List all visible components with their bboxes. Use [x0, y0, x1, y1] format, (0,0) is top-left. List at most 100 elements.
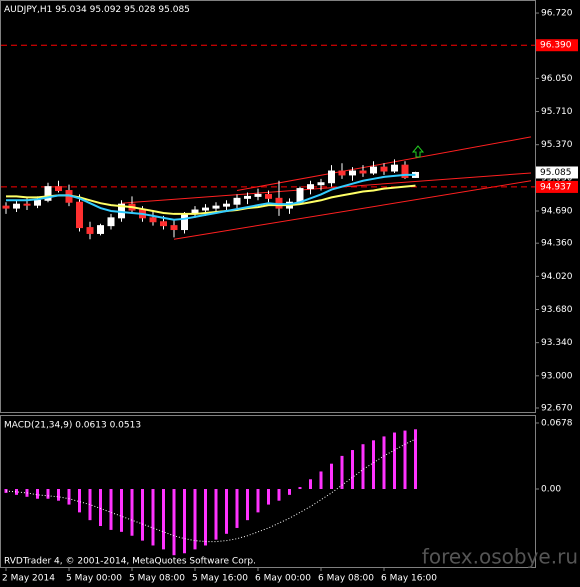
- histogram-bar: [130, 489, 134, 536]
- y-tick-label: 94.020: [541, 272, 573, 282]
- candle-body: [244, 195, 251, 199]
- histogram-bar: [151, 489, 155, 546]
- macd-panel-frame: [0, 415, 536, 568]
- histogram-bar: [36, 489, 39, 499]
- y-tick-label: 95.370: [541, 140, 573, 150]
- y-tick-label: 93.340: [541, 338, 573, 348]
- x-tick-label: 5 May 00:00: [66, 574, 122, 584]
- candle-body: [55, 186, 62, 192]
- histogram-bar: [277, 489, 281, 501]
- level-label-box: [536, 180, 578, 193]
- trendline: [121, 172, 532, 204]
- main-panel-frame: [0, 0, 536, 413]
- symbol-header: AUDJPY,H1 95.034 95.092 95.028 95.085: [4, 5, 190, 15]
- histogram-bar: [256, 489, 260, 513]
- moving-average: [6, 173, 416, 221]
- x-tick-label: 6 May 00:00: [255, 574, 311, 584]
- candle-body: [338, 170, 346, 176]
- footer: RVDTrader 4, © 2001-2014, MetaQuotes Sof…: [4, 557, 256, 567]
- candle-body: [349, 170, 356, 176]
- x-tick-label: 6 May 08:00: [318, 574, 374, 584]
- histogram-bar: [67, 489, 71, 505]
- x-tick-label: 5 May 16:00: [192, 574, 248, 584]
- candle-body: [160, 221, 167, 227]
- histogram-bar: [162, 489, 165, 550]
- candle-body: [149, 217, 157, 223]
- buy-arrow: [411, 145, 425, 158]
- candle-body: [23, 203, 31, 206]
- histogram-bar: [78, 489, 81, 513]
- signal-line: [5, 438, 416, 543]
- histogram-bar: [99, 489, 102, 527]
- histogram-bar: [214, 489, 218, 540]
- price-label: 95.085: [540, 168, 572, 178]
- histogram-bar: [340, 455, 344, 490]
- candle-body: [233, 197, 241, 205]
- candle-body: [97, 225, 104, 234]
- histogram-bar: [351, 450, 354, 490]
- histogram-bar: [109, 489, 113, 530]
- candle-body: [254, 193, 262, 197]
- candle-body: [212, 205, 220, 209]
- candle-body: [2, 205, 10, 209]
- candle-body: [44, 186, 52, 201]
- histogram-bar: [330, 463, 333, 490]
- y-tick-label: 95.710: [541, 107, 573, 117]
- histogram-bar: [246, 489, 249, 521]
- histogram-bar: [372, 440, 375, 490]
- x-tick-label: 5 May 08:00: [129, 574, 185, 584]
- histogram-bar: [414, 429, 417, 490]
- level-label-box: [536, 39, 578, 52]
- histogram-bar: [267, 489, 270, 505]
- histogram-bar: [141, 489, 144, 541]
- histogram-bar: [46, 489, 50, 499]
- histogram-bar: [393, 432, 396, 490]
- y-tick-label: 93.680: [541, 305, 573, 315]
- header-low: 95.028: [124, 5, 156, 15]
- candle-body: [401, 164, 409, 178]
- histogram-bar: [193, 489, 197, 550]
- candle-body: [359, 170, 367, 174]
- watermark: forex.osobye.ru: [422, 545, 578, 569]
- plot-layer: 96.72096.05095.71095.37095.03094.69094.3…: [1, 9, 578, 584]
- candle-body: [307, 184, 314, 190]
- x-tick-label: 2 May 2014: [2, 574, 55, 584]
- y-tick-label: 93.000: [541, 371, 573, 381]
- histogram-bar: [120, 489, 123, 532]
- histogram-bar: [88, 489, 92, 521]
- candle-body: [317, 182, 325, 186]
- x-tick-label: 6 May 16:00: [381, 574, 437, 584]
- price-label-box: [536, 166, 578, 179]
- histogram-bar: [172, 489, 176, 556]
- candle-body: [380, 166, 388, 172]
- histogram-bar: [57, 489, 60, 501]
- y-tick-label: 96.720: [541, 9, 573, 19]
- candle-body: [34, 199, 41, 206]
- histogram-bar: [204, 489, 207, 546]
- symbol-title: AUDJPY,H1: [4, 5, 52, 15]
- histogram-bar: [309, 479, 312, 490]
- histogram-bar: [403, 430, 407, 490]
- histogram-bar: [183, 489, 186, 554]
- y-tick-label: 96.050: [541, 74, 573, 84]
- level-label: 96.390: [540, 41, 572, 51]
- candle-body: [181, 213, 188, 231]
- histogram-bar: [361, 444, 365, 490]
- candle-body: [86, 227, 94, 234]
- candle-body: [202, 207, 209, 211]
- candle-body: [223, 203, 230, 207]
- candle-body: [76, 201, 83, 229]
- histogram-bar: [298, 487, 302, 490]
- candle-body: [391, 164, 398, 172]
- header-high: 95.092: [90, 5, 122, 15]
- histogram-bar: [235, 489, 239, 528]
- histogram-bar: [4, 489, 8, 493]
- y-tick-label: 0.0678: [541, 418, 573, 428]
- y-tick-label: 94.690: [541, 207, 573, 217]
- candle-body: [170, 225, 178, 231]
- histogram-bar: [225, 489, 228, 534]
- histogram-bar: [15, 489, 18, 495]
- y-tick-label: 94.360: [541, 239, 573, 249]
